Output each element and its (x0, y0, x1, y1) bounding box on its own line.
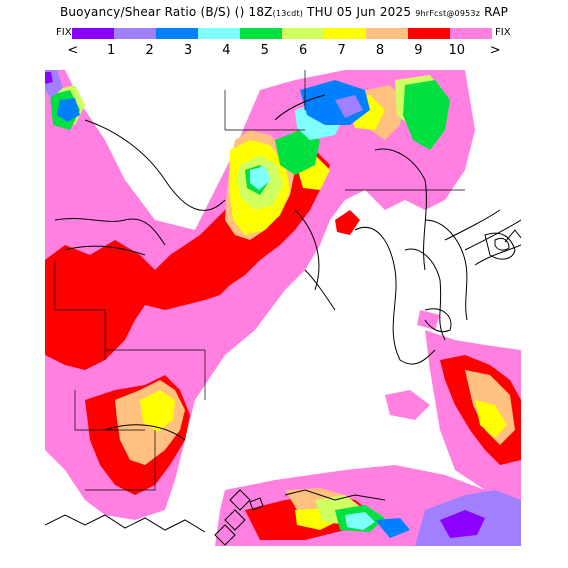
swatch-6 (282, 28, 324, 39)
ratio-1-region (45, 72, 485, 538)
color-swatches (72, 28, 492, 39)
swatch-10 (450, 28, 492, 39)
scale-label-3: 3 (183, 43, 193, 58)
scale-gt-label: > (489, 43, 501, 58)
swatch-2 (114, 28, 156, 39)
scale-labels: <1 2 3 4 5 6 7 8 9 10 > (64, 43, 504, 59)
title-model: RAP (484, 5, 509, 19)
map-field (45, 70, 521, 546)
swatch-1 (72, 28, 114, 39)
swatch-7 (324, 28, 366, 39)
swatch-9 (408, 28, 450, 39)
state-boundaries (54, 70, 465, 491)
scale-label-2: 2 (145, 43, 154, 58)
contour-lines (54, 94, 521, 441)
color-scale: FIX FIX <1 2 3 4 5 6 7 8 9 10 > (44, 26, 520, 62)
scale-label-1: 1 (107, 43, 116, 58)
ratio-5-region (50, 80, 450, 532)
chart-title: Buoyancy/Shear Ratio (B/S) () 18Z(13cdt)… (0, 5, 568, 19)
scale-label-5: 5 (260, 43, 269, 58)
scale-label-8: 8 (375, 43, 385, 58)
swatch-4 (198, 28, 240, 39)
swatch-5 (240, 28, 282, 39)
title-fcst: 9hrFcst@0953z (415, 9, 481, 18)
scale-label-9: 9 (414, 43, 423, 58)
scale-label-4: 4 (222, 43, 231, 58)
coastline (45, 489, 386, 546)
scale-label-10: 10 (448, 43, 466, 58)
scale-label-6: 6 (299, 43, 308, 58)
scale-lt-label: < (67, 43, 79, 58)
fix-left-label: FIX (56, 27, 72, 38)
title-date: THU 05 Jun 2025 (307, 5, 412, 19)
title-run: (13cdt) (272, 9, 304, 18)
scale-label-7: 7 (337, 43, 346, 58)
fix-right-label: FIX (495, 27, 511, 38)
swatch-8 (366, 28, 408, 39)
title-main: Buoyancy/Shear Ratio (B/S) () 18Z (59, 5, 273, 19)
swatch-3 (156, 28, 198, 39)
